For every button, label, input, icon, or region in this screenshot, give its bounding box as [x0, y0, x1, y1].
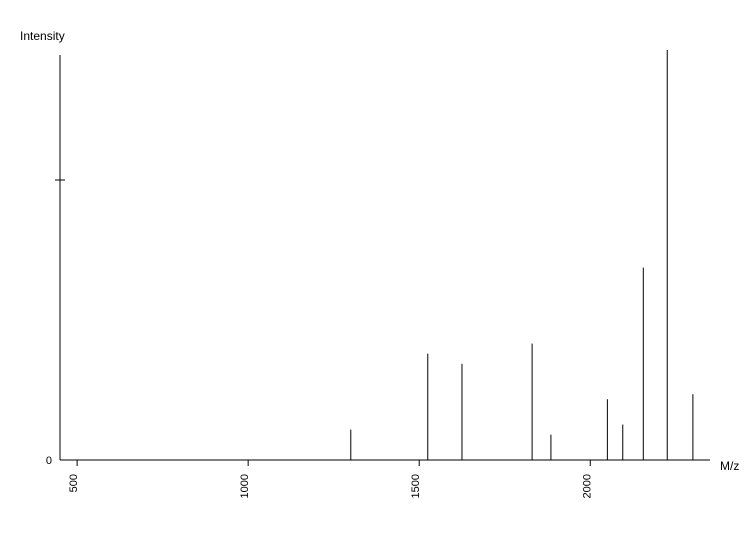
x-axis-label: M/z: [720, 459, 739, 473]
chart-svg: Intensity M/z 0 500 1000 1500 2000: [0, 0, 750, 540]
y-axis-label: Intensity: [20, 29, 65, 43]
mass-spectrum-chart: Intensity M/z 0 500 1000 1500 2000: [0, 0, 750, 540]
x-tick-label: 500: [68, 474, 80, 492]
x-tick-label: 2000: [581, 474, 593, 498]
x-tick-label: 1000: [239, 474, 251, 498]
y-tick-zero-label: 0: [46, 455, 52, 467]
x-tick-label: 1500: [410, 474, 422, 498]
peaks-group: [351, 50, 693, 460]
x-ticks-group: 500 1000 1500 2000: [68, 460, 593, 498]
